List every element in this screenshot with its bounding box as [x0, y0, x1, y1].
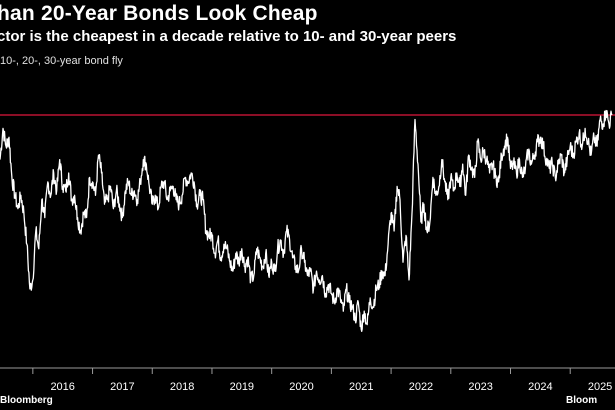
x-tick-label: 2019 — [230, 381, 254, 393]
x-tick-label: 2018 — [170, 381, 194, 393]
brand-label: Bloom — [566, 395, 598, 406]
x-tick-label: 2022 — [409, 381, 433, 393]
series-label: 10-, 20-, 30-year bond fly — [0, 55, 123, 67]
source-label: Bloomberg — [0, 395, 53, 406]
x-tick-label: 2025 — [588, 381, 612, 393]
x-tick-label: 2024 — [528, 381, 552, 393]
chart-title: han 20-Year Bonds Look Cheap — [0, 2, 318, 25]
chart-subtitle: ctor is the cheapest in a decade relativ… — [0, 28, 457, 45]
series-line-0 — [0, 109, 613, 333]
x-tick-label: 2021 — [349, 381, 373, 393]
x-tick-layer: 2016 2017 2018 2019 2020 2021 2022 2023 2024 2025 — [32, 368, 612, 393]
x-tick-label: 2016 — [50, 381, 74, 393]
x-tick-label: 2017 — [110, 381, 134, 393]
x-tick-label: 2023 — [468, 381, 492, 393]
series-layer — [0, 109, 613, 333]
x-tick-label: 2020 — [289, 381, 313, 393]
